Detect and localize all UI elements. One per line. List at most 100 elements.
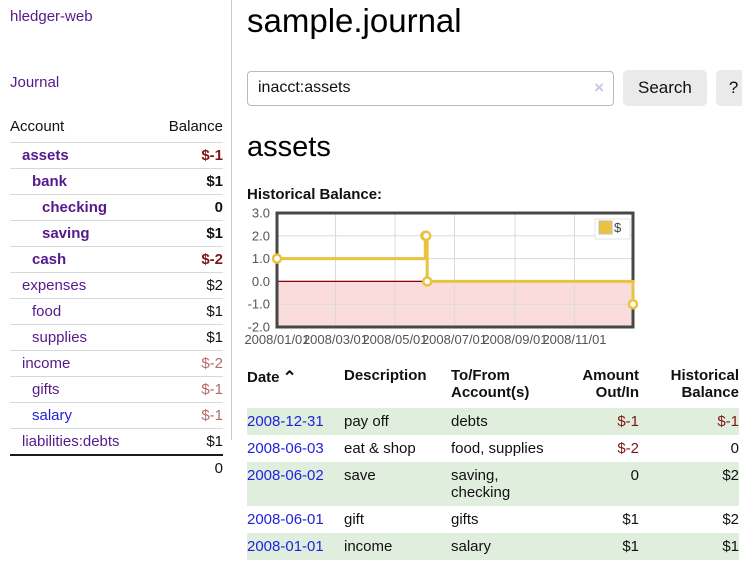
sidebar: hledger-web Journal Account Balance asse… bbox=[0, 0, 232, 481]
date-header-label: Date bbox=[247, 369, 280, 386]
sidebar-account-link[interactable]: liabilities:debts bbox=[22, 433, 120, 450]
sidebar-item-journal[interactable]: Journal bbox=[10, 74, 60, 91]
sidebar-account-link[interactable]: checking bbox=[42, 199, 108, 216]
sidebar-account-link[interactable]: assets bbox=[22, 147, 69, 164]
sidebar-account-link[interactable]: salary bbox=[32, 407, 73, 424]
account-row: saving $1 bbox=[10, 220, 223, 247]
account-name-cell: expenses bbox=[10, 273, 152, 299]
search-button[interactable]: Search bbox=[623, 70, 707, 106]
accounts-column-header: Account bbox=[10, 118, 65, 135]
transaction-accounts: food, supplies bbox=[451, 440, 544, 457]
account-balance: $1 bbox=[206, 225, 223, 242]
account-heading: assets bbox=[247, 131, 331, 163]
transaction-description: pay off bbox=[344, 413, 389, 430]
sidebar-account-link[interactable]: supplies bbox=[32, 329, 88, 346]
y-axis-tick-label: 0.0 bbox=[252, 274, 270, 289]
transaction-date-link[interactable]: 2008-01-01 bbox=[247, 538, 324, 555]
transaction-description: save bbox=[344, 467, 376, 484]
transaction-row[interactable]: 2008-12-31 pay off debts $-1 $-1 bbox=[247, 408, 739, 435]
column-header-date[interactable]: Date ⌃ bbox=[247, 365, 344, 408]
total-spacer bbox=[10, 454, 153, 481]
hledger-web-app: hledger-web Journal Account Balance asse… bbox=[0, 0, 742, 560]
transaction-date-cell: 2008-01-01 bbox=[247, 533, 344, 560]
sort-ascending-icon: ⌃ bbox=[282, 368, 297, 387]
sidebar-account-link[interactable]: income bbox=[22, 355, 71, 372]
sidebar-nav: Journal bbox=[10, 74, 223, 91]
transaction-row[interactable]: 2008-01-01 income salary $1 $1 bbox=[247, 533, 739, 560]
account-balance: 0 bbox=[214, 199, 223, 216]
account-row: gifts $-1 bbox=[10, 376, 223, 403]
account-name-cell: salary bbox=[10, 403, 152, 429]
account-balance: $2 bbox=[206, 277, 223, 294]
y-axis-tick-label: 2.0 bbox=[252, 228, 270, 243]
search-input[interactable] bbox=[247, 70, 614, 106]
transaction-accounts: gifts bbox=[451, 511, 479, 528]
legend-label: $ bbox=[614, 220, 622, 235]
transaction-description: gift bbox=[344, 511, 365, 528]
data-point[interactable] bbox=[420, 230, 432, 242]
register-header-row: Date ⌃ Description To/From Account(s) Amo… bbox=[247, 365, 739, 408]
transaction-date-link[interactable]: 2008-06-02 bbox=[247, 467, 324, 484]
account-balance: $1 bbox=[206, 173, 223, 190]
column-header-amount[interactable]: Amount Out/In bbox=[582, 367, 639, 401]
account-row: bank $1 bbox=[10, 168, 223, 195]
sidebar-account-link[interactable]: bank bbox=[32, 173, 68, 190]
transaction-amount: 0 bbox=[630, 467, 639, 484]
account-name-cell: gifts bbox=[10, 377, 152, 403]
transaction-balance: $-1 bbox=[717, 413, 739, 430]
column-header-balance[interactable]: Historical Balance bbox=[670, 367, 739, 401]
column-header-description[interactable]: Description bbox=[344, 367, 427, 384]
transaction-date-cell: 2008-06-02 bbox=[247, 462, 344, 506]
brand-link[interactable]: hledger-web bbox=[10, 8, 93, 25]
chart-title: Historical Balance: bbox=[247, 186, 383, 203]
x-axis-tick-label: 2008/05/01 bbox=[362, 332, 427, 347]
transaction-row[interactable]: 2008-06-01 gift gifts $1 $2 bbox=[247, 506, 739, 533]
x-axis-tick-label: 2008/11/01 bbox=[542, 332, 606, 347]
account-name-cell: checking bbox=[10, 195, 152, 221]
register-table: Date ⌃ Description To/From Account(s) Amo… bbox=[247, 365, 739, 560]
transaction-amount: $1 bbox=[622, 538, 639, 555]
account-name-cell: supplies bbox=[10, 325, 152, 351]
transaction-accounts: debts bbox=[451, 413, 488, 430]
page-title: sample.journal bbox=[247, 2, 462, 39]
accounts-table: Account Balance assets $-1 bank $1 checking 0… bbox=[10, 116, 223, 481]
help-button[interactable]: ? bbox=[715, 70, 742, 106]
legend-swatch bbox=[598, 220, 613, 235]
account-balance: $-2 bbox=[201, 251, 223, 268]
transaction-row[interactable]: 2008-06-03 eat & shop food, supplies $-2 0 bbox=[247, 435, 739, 462]
account-balance: $1 bbox=[206, 329, 223, 346]
transaction-date-link[interactable]: 2008-06-03 bbox=[247, 440, 324, 457]
data-point[interactable] bbox=[421, 276, 433, 287]
account-row: assets $-1 bbox=[10, 142, 223, 169]
sidebar-account-link[interactable]: saving bbox=[42, 225, 90, 242]
data-point[interactable] bbox=[271, 253, 283, 264]
total-row: 0 bbox=[10, 454, 223, 481]
transaction-balance: $2 bbox=[722, 511, 739, 528]
accounts-header-row: Account Balance bbox=[10, 116, 223, 143]
transaction-balance: $1 bbox=[722, 538, 739, 555]
transaction-row[interactable]: 2008-06-02 save saving, checking 0 $2 bbox=[247, 462, 739, 506]
account-balance: $-2 bbox=[201, 355, 223, 372]
account-balance: $1 bbox=[206, 433, 223, 450]
sidebar-account-link[interactable]: food bbox=[32, 303, 62, 320]
x-axis-tick-label: 2008/01/01 bbox=[244, 332, 309, 347]
x-axis-tick-label: 2008/09/01 bbox=[482, 332, 547, 347]
transaction-accounts: saving, checking bbox=[451, 467, 511, 501]
account-balance: $1 bbox=[206, 303, 223, 320]
data-point[interactable] bbox=[627, 298, 639, 310]
transaction-amount: $1 bbox=[622, 511, 639, 528]
main-content: sample.journal × Search ? assets Histori… bbox=[232, 0, 742, 560]
column-header-accounts[interactable]: To/From Account(s) bbox=[451, 367, 530, 401]
plot-border bbox=[275, 211, 635, 329]
sidebar-account-link[interactable]: expenses bbox=[22, 277, 87, 294]
historical-balance-chart[interactable]: $3.0 2.0 1.0 0.0 -1.0 -2.0 2008/01/01 2008/03/0… bbox=[243, 206, 742, 357]
clear-search-icon[interactable]: × bbox=[594, 77, 604, 97]
account-name-cell: income bbox=[10, 351, 152, 377]
sidebar-account-link[interactable]: cash bbox=[32, 251, 67, 268]
account-balance: $-1 bbox=[201, 381, 223, 398]
transaction-date-link[interactable]: 2008-06-01 bbox=[247, 511, 324, 528]
sidebar-account-link[interactable]: gifts bbox=[32, 381, 60, 398]
account-name-cell: bank bbox=[10, 169, 152, 195]
transaction-accounts: salary bbox=[451, 538, 492, 555]
transaction-date-link[interactable]: 2008-12-31 bbox=[247, 413, 324, 430]
